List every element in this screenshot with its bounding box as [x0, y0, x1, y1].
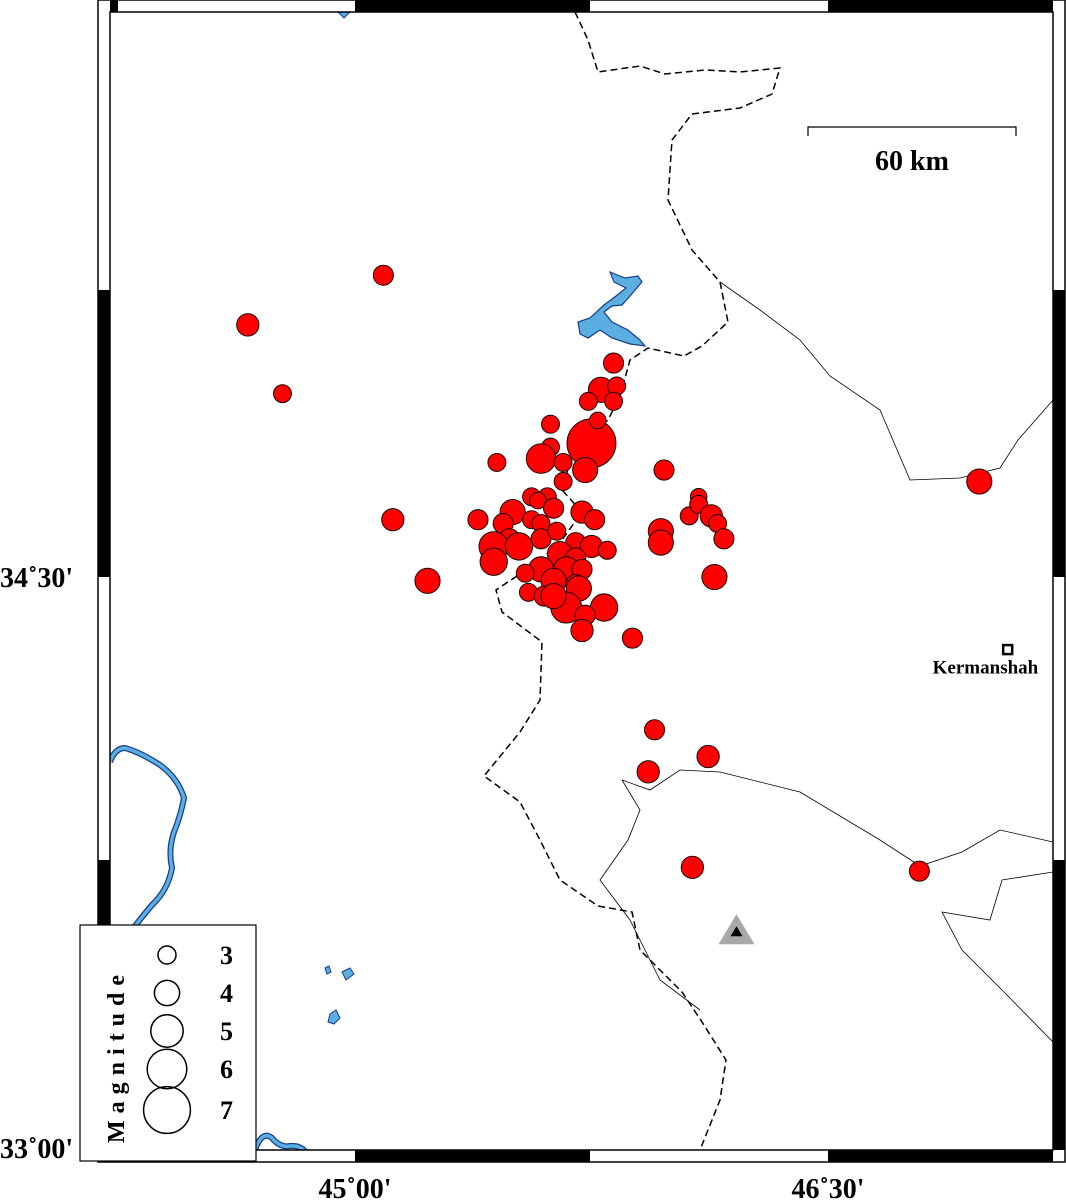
earthquake-marker: [504, 532, 534, 561]
earthquake-marker: [553, 452, 573, 472]
international-border: [482, 12, 782, 1150]
earthquake-marker: [547, 521, 567, 541]
earthquake-marker: [597, 540, 617, 560]
earthquake-marker: [467, 509, 489, 531]
earthquake-marker: [966, 468, 993, 495]
earthquake-marker: [414, 567, 441, 594]
earthquake-marker: [908, 860, 930, 882]
legend-label: 7: [220, 1096, 233, 1125]
earthquake-marker: [647, 529, 674, 556]
legend-circle: [142, 1085, 192, 1135]
legend-label: 5: [220, 1017, 233, 1046]
river-fill: [110, 746, 186, 941]
kermanshah-city-marker: [1001, 643, 1014, 656]
legend-title: Magnitude: [104, 968, 130, 1143]
earthquake-marker: [381, 508, 405, 532]
earthquake-marker: [540, 583, 567, 610]
earthquake-marker: [525, 443, 557, 474]
earthquake-marker: [653, 459, 675, 481]
earthquake-marker: [603, 352, 625, 374]
earthquake-marker: [541, 414, 560, 434]
pond: [324, 965, 355, 1025]
earthquake-marker: [604, 391, 623, 411]
lake: [577, 270, 647, 347]
earthquake-marker: [578, 391, 598, 411]
earthquake-marker: [696, 744, 720, 769]
legend-label: 6: [220, 1055, 233, 1084]
river-fill: [253, 1134, 307, 1150]
earthquake-marker: [273, 384, 292, 404]
earthquake-marker: [372, 264, 394, 286]
earthquake-marker: [589, 411, 607, 430]
earthquake-marker: [572, 456, 599, 484]
scale-bar-label: 60 km: [875, 146, 949, 177]
legend-circle: [153, 979, 181, 1007]
earthquake-marker: [570, 618, 594, 643]
earthquake-marker: [543, 497, 565, 519]
lon-label: 46˚30': [791, 1174, 864, 1201]
earthquake-marker: [515, 563, 535, 583]
legend-circle: [150, 1014, 184, 1048]
scale-bar: [807, 126, 1017, 136]
legend-circle: [157, 945, 177, 965]
earthquake-marker: [636, 760, 660, 784]
earthquake-marker: [530, 528, 552, 550]
legend-label: 3: [220, 941, 233, 970]
seismic-station-triangle-icon: [718, 914, 755, 945]
lat-label: 34˚30': [0, 563, 73, 594]
lon-label: 45˚00': [318, 1174, 391, 1201]
earthquake-marker: [644, 719, 666, 741]
lat-label: 33˚00': [0, 1134, 73, 1165]
earthquake-marker: [584, 509, 606, 531]
province-border: [599, 779, 701, 1011]
earthquake-events: [236, 264, 993, 882]
earthquake-marker: [553, 472, 573, 491]
earthquake-marker: [529, 491, 547, 510]
river-top: [337, 12, 351, 19]
city-label: Kermanshah: [933, 658, 1039, 679]
earthquake-marker: [607, 376, 627, 396]
province-border: [941, 871, 1053, 1043]
earthquake-marker: [479, 547, 508, 576]
earthquake-marker: [713, 528, 735, 550]
earthquake-marker: [701, 563, 728, 591]
legend-circle: [146, 1048, 188, 1090]
earthquake-marker: [487, 452, 507, 472]
basemap: Kermanshah: [110, 12, 1053, 1150]
earthquake-marker: [680, 855, 704, 879]
earthquake-marker: [236, 313, 260, 337]
magnitude-legend: Magnitude 3 4 5 6 7: [79, 924, 257, 1162]
legend-label: 4: [220, 979, 233, 1008]
province-border: [719, 281, 1053, 481]
province-border: [621, 769, 1053, 867]
earthquake-marker: [621, 627, 643, 649]
